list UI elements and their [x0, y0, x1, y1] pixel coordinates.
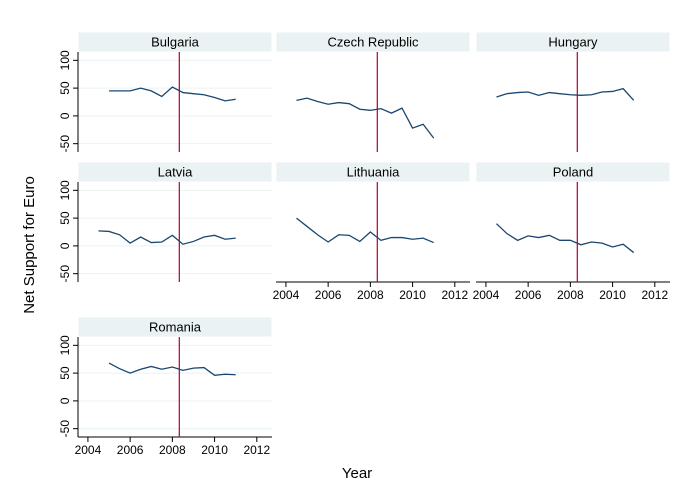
y-tick-label: 50	[58, 81, 72, 95]
series-line	[296, 217, 434, 244]
plot-area	[78, 337, 272, 437]
panel-title: Lithuania	[347, 164, 401, 179]
series-line	[496, 223, 635, 254]
x-tick-label: 2012	[441, 288, 468, 302]
x-tick-label: 2004	[473, 288, 500, 302]
plot-area	[276, 52, 470, 152]
panel-title: Bulgaria	[151, 34, 199, 49]
x-tick-label: 2010	[599, 288, 626, 302]
series-line	[98, 230, 236, 245]
y-tick-label: 50	[58, 366, 72, 380]
y-tick-label: -50	[58, 420, 72, 438]
plot-area	[276, 182, 470, 282]
y-tick-label: 100	[58, 180, 72, 200]
x-tick-label: 2008	[557, 288, 584, 302]
plot-area	[476, 182, 670, 282]
x-tick-label: 2008	[357, 288, 384, 302]
y-tick-label: -50	[58, 265, 72, 283]
y-tick-label: 50	[58, 211, 72, 225]
plot-area	[476, 52, 670, 152]
y-tick-label: 0	[58, 397, 72, 404]
y-tick-label: 100	[58, 50, 72, 70]
x-tick-label: 2004	[273, 288, 300, 302]
x-tick-label: 2006	[315, 288, 342, 302]
x-tick-label: 2006	[117, 443, 144, 457]
x-tick-label: 2008	[159, 443, 186, 457]
x-tick-label: 2004	[75, 443, 102, 457]
y-axis-label: Net Support for Euro	[21, 176, 38, 314]
panel-title: Hungary	[548, 34, 598, 49]
x-tick-label: 2012	[243, 443, 270, 457]
x-tick-label: 2006	[515, 288, 542, 302]
panel-title: Czech Republic	[327, 34, 419, 49]
series-line	[108, 362, 236, 377]
panel-title: Poland	[553, 164, 593, 179]
y-tick-label: 100	[58, 335, 72, 355]
x-tick-label: 2010	[201, 443, 228, 457]
panel-title: Latvia	[158, 164, 193, 179]
series-line	[296, 97, 435, 139]
y-tick-label: 0	[58, 242, 72, 249]
y-tick-label: 0	[58, 112, 72, 119]
plot-area	[78, 52, 272, 152]
x-tick-label: 2010	[399, 288, 426, 302]
plot-area	[78, 182, 272, 282]
y-tick-label: -50	[58, 135, 72, 153]
x-tick-label: 2012	[641, 288, 668, 302]
x-axis-label: Year	[342, 465, 372, 482]
panel-title: Romania	[149, 319, 202, 334]
series-line	[496, 87, 635, 101]
series-line	[109, 86, 236, 102]
